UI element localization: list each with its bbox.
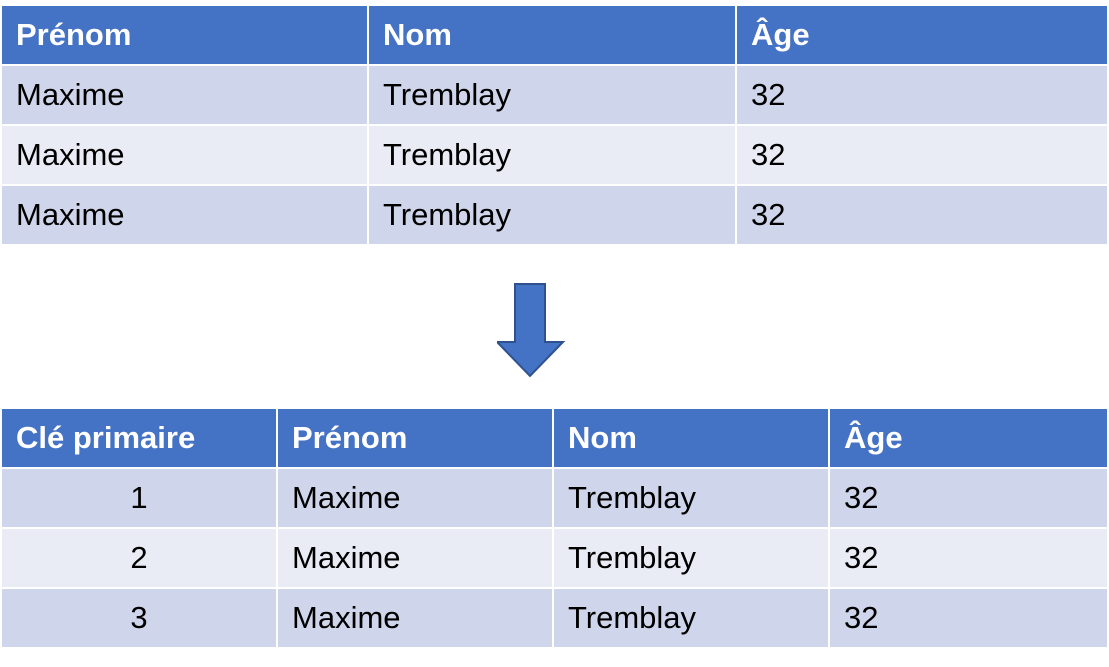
cell-nom: Tremblay: [367, 64, 737, 126]
cell-nom: Tremblay: [367, 124, 737, 186]
cell-nom: Tremblay: [367, 184, 737, 246]
table-header-row: Prénom Nom Âge: [0, 4, 1109, 66]
cell-cle-primaire: 2: [0, 527, 278, 589]
header-nom: Nom: [552, 407, 830, 469]
table-row: 3 Maxime Tremblay 32: [0, 587, 1109, 649]
cell-prenom: Maxime: [276, 467, 554, 529]
header-age: Âge: [735, 4, 1109, 66]
cell-prenom: Maxime: [0, 64, 369, 126]
table-before: Prénom Nom Âge Maxime Tremblay 32 Maxime…: [0, 4, 1109, 246]
cell-age: 32: [735, 184, 1109, 246]
down-arrow-icon: [497, 283, 566, 378]
cell-nom: Tremblay: [552, 527, 830, 589]
table-row: 2 Maxime Tremblay 32: [0, 527, 1109, 589]
cell-age: 32: [735, 64, 1109, 126]
header-age: Âge: [828, 407, 1109, 469]
cell-cle-primaire: 3: [0, 587, 278, 649]
cell-cle-primaire: 1: [0, 467, 278, 529]
header-cle-primaire: Clé primaire: [0, 407, 278, 469]
header-nom: Nom: [367, 4, 737, 66]
table-header-row: Clé primaire Prénom Nom Âge: [0, 407, 1109, 469]
down-arrow-shape: [497, 283, 566, 378]
cell-age: 32: [828, 527, 1109, 589]
table-row: Maxime Tremblay 32: [0, 184, 1109, 246]
cell-prenom: Maxime: [0, 124, 369, 186]
cell-nom: Tremblay: [552, 587, 830, 649]
header-prenom: Prénom: [276, 407, 554, 469]
cell-prenom: Maxime: [276, 527, 554, 589]
cell-age: 32: [735, 124, 1109, 186]
header-prenom: Prénom: [0, 4, 369, 66]
cell-prenom: Maxime: [0, 184, 369, 246]
table-row: Maxime Tremblay 32: [0, 64, 1109, 126]
table-after: Clé primaire Prénom Nom Âge 1 Maxime Tre…: [0, 407, 1109, 649]
table-row: 1 Maxime Tremblay 32: [0, 467, 1109, 529]
cell-nom: Tremblay: [552, 467, 830, 529]
cell-prenom: Maxime: [276, 587, 554, 649]
cell-age: 32: [828, 467, 1109, 529]
table-row: Maxime Tremblay 32: [0, 124, 1109, 186]
cell-age: 32: [828, 587, 1109, 649]
